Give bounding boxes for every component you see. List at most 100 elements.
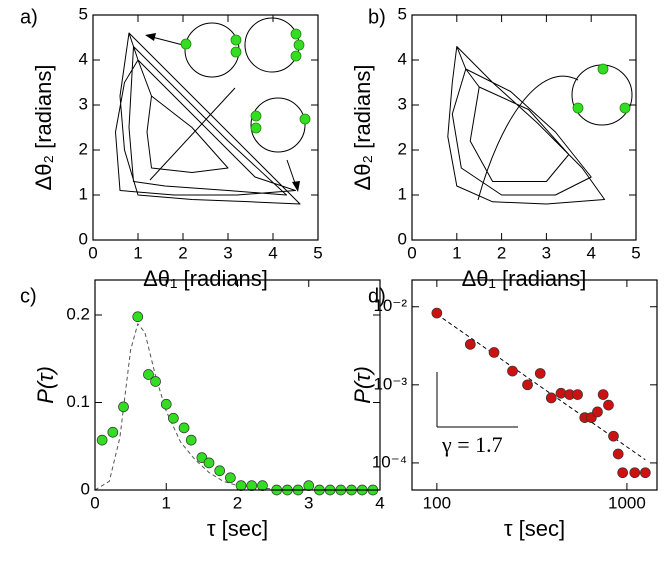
point	[534, 368, 546, 379]
inset-dots	[180, 28, 631, 134]
fit-line	[95, 323, 380, 490]
point	[107, 426, 119, 438]
plot-area	[447, 46, 606, 205]
point	[522, 379, 533, 391]
point	[303, 480, 315, 491]
point	[160, 398, 172, 410]
y-tick-label: 10⁻²	[373, 296, 407, 315]
point	[603, 399, 614, 411]
y-tick-label: 10⁻³	[373, 374, 407, 393]
arrowhead	[145, 33, 156, 41]
x-tick-label: 2	[233, 493, 242, 512]
dot	[290, 28, 302, 40]
plot-frame	[94, 279, 381, 491]
x-tick-label: 3	[223, 243, 232, 262]
point	[132, 311, 144, 323]
inset-circle	[250, 97, 306, 153]
plot-frame	[92, 14, 319, 241]
point	[178, 422, 190, 434]
y-tick-label: 0.1	[66, 392, 90, 411]
point	[168, 412, 179, 424]
point	[246, 480, 258, 491]
y-tick-label: 1	[398, 184, 407, 203]
insets	[149, 17, 633, 428]
panel-label: b)	[368, 6, 386, 28]
x-axis-label: Δθ₁ [radians]	[143, 266, 268, 291]
y-axis-label: Δθ₂ [radians]	[31, 65, 56, 191]
dot	[230, 34, 242, 46]
x-tick-label: 5	[313, 243, 322, 262]
x-tick-label: 2	[178, 243, 187, 262]
y-axis-label: P(τ)	[350, 366, 375, 404]
point	[196, 452, 208, 463]
point	[617, 467, 629, 479]
plot-frame	[411, 14, 637, 241]
trajectory	[115, 32, 301, 205]
y-tick-label: 5	[79, 4, 88, 23]
y-tick-label: 4	[398, 49, 407, 68]
x-tick-label: 0	[88, 243, 97, 262]
x-tick-label: 1000	[608, 493, 646, 512]
point	[597, 389, 609, 400]
dot	[250, 110, 262, 122]
x-tick-label: 1	[133, 243, 142, 262]
arrowhead	[292, 181, 300, 192]
dot	[597, 63, 609, 75]
point	[612, 448, 624, 460]
panel-label: a)	[20, 6, 38, 28]
y-tick-label: 2	[398, 139, 407, 158]
x-tick-label: 5	[631, 243, 640, 262]
point	[203, 457, 215, 469]
trajectory	[447, 46, 606, 205]
x-tick-label: 4	[586, 243, 595, 262]
point	[507, 365, 518, 377]
dot	[299, 113, 311, 125]
dot	[619, 102, 631, 114]
dot	[230, 46, 242, 58]
point	[225, 472, 236, 484]
point	[150, 376, 161, 387]
dot	[572, 102, 584, 114]
y-tick-label: 4	[79, 49, 88, 68]
point	[143, 369, 154, 380]
x-tick-label: 1	[162, 493, 171, 512]
x-tick-label: 100	[423, 493, 451, 512]
y-axis-label: P(τ)	[33, 366, 58, 404]
point	[118, 401, 129, 413]
panel-label: d)	[368, 285, 386, 307]
y-tick-label: 1	[79, 184, 88, 203]
point	[431, 307, 443, 319]
y-tick-label: 2	[79, 139, 88, 158]
x-tick-label: 3	[542, 243, 551, 262]
y-tick-label: 0	[79, 229, 88, 248]
point	[235, 480, 247, 491]
x-tick-label: 4	[375, 493, 384, 512]
plot-frame	[411, 279, 658, 491]
point	[592, 406, 603, 418]
point	[545, 392, 557, 404]
point	[629, 467, 641, 479]
arrowheads	[145, 33, 300, 192]
y-tick-label: 0	[81, 479, 90, 498]
x-tick-label: 0	[407, 243, 416, 262]
point	[555, 387, 567, 399]
dot	[250, 122, 262, 134]
x-axis-label: τ [sec]	[504, 516, 565, 541]
y-axis-label: Δθ₂ [radians]	[350, 65, 375, 191]
point	[96, 434, 108, 446]
annotation: γ = 1.7	[441, 432, 503, 457]
x-tick-label: 1	[452, 243, 461, 262]
point	[639, 467, 651, 479]
point	[185, 434, 197, 446]
panel-label: c)	[20, 285, 37, 307]
x-tick-label: 0	[90, 493, 99, 512]
y-tick-label: 0.2	[66, 304, 90, 323]
plot-area	[95, 323, 380, 490]
dot	[290, 50, 302, 62]
dot	[180, 38, 192, 50]
y-tick-label: 10⁻⁴	[372, 452, 407, 471]
point	[464, 338, 476, 350]
x-tick-label: 2	[497, 243, 506, 262]
y-tick-label: 5	[398, 4, 407, 23]
